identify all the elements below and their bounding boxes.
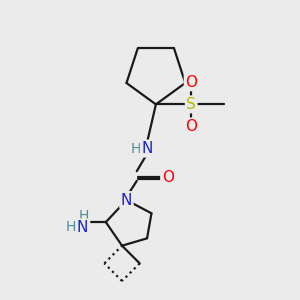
Text: N: N (121, 193, 132, 208)
Text: N: N (141, 141, 153, 156)
Text: H: H (131, 142, 141, 155)
Text: H: H (79, 209, 89, 223)
Text: O: O (162, 170, 174, 185)
Text: O: O (185, 75, 197, 90)
Text: N: N (76, 220, 87, 235)
Text: H: H (66, 220, 76, 234)
Text: O: O (185, 119, 197, 134)
Text: S: S (186, 97, 196, 112)
